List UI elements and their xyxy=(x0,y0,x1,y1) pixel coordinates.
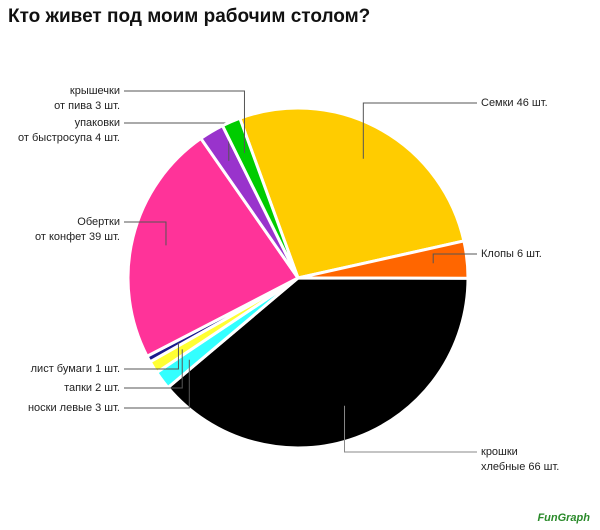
slice-label: тапки 2 шт. xyxy=(64,382,120,394)
slice-label: носки левые 3 шт. xyxy=(27,402,120,414)
leader-line xyxy=(124,349,183,389)
pie-slice xyxy=(165,276,470,450)
pie-slice xyxy=(126,136,301,359)
chart-title: Кто живет под моим рабочим столом? xyxy=(8,6,371,27)
pie-slice xyxy=(237,106,466,280)
slice-label: крышечки от пива 3 шт. xyxy=(54,85,120,112)
slice-label: лист бумаги 1 шт. xyxy=(30,363,120,375)
slice-label: Семки 46 шт. xyxy=(481,97,548,109)
slice-label: крошки хлебные 66 шт. xyxy=(481,446,560,473)
leader-line xyxy=(124,221,167,246)
leader-line xyxy=(124,342,179,370)
pie-slice xyxy=(220,116,300,279)
slice-label: Клопы 6 шт. xyxy=(481,248,542,260)
leader-line xyxy=(432,253,477,264)
leader-line xyxy=(362,102,477,159)
leader-line xyxy=(124,90,245,153)
slice-label: Обертки от конфет 39 шт. xyxy=(35,216,120,243)
slice-label: упаковки от быстросупа 4 шт. xyxy=(18,117,120,144)
leader-line xyxy=(344,405,477,453)
watermark: FunGraph xyxy=(537,512,590,524)
leader-line xyxy=(124,359,190,409)
